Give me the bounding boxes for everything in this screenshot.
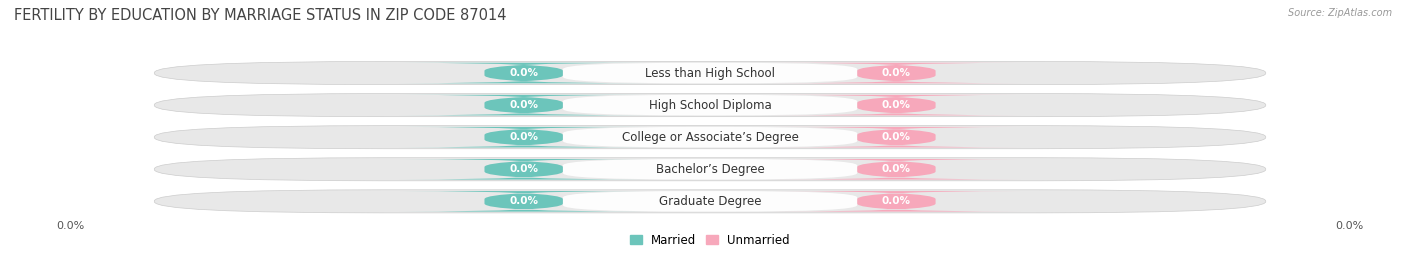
- Text: Bachelor’s Degree: Bachelor’s Degree: [655, 163, 765, 176]
- Text: 0.0%: 0.0%: [509, 132, 538, 142]
- FancyBboxPatch shape: [562, 191, 858, 212]
- Text: FERTILITY BY EDUCATION BY MARRIAGE STATUS IN ZIP CODE 87014: FERTILITY BY EDUCATION BY MARRIAGE STATU…: [14, 8, 506, 23]
- FancyBboxPatch shape: [772, 63, 1021, 83]
- FancyBboxPatch shape: [155, 158, 1265, 181]
- Text: 0.0%: 0.0%: [882, 132, 911, 142]
- FancyBboxPatch shape: [562, 159, 858, 179]
- FancyBboxPatch shape: [562, 127, 858, 147]
- FancyBboxPatch shape: [155, 126, 1265, 149]
- Text: Graduate Degree: Graduate Degree: [659, 195, 761, 208]
- Text: 0.0%: 0.0%: [882, 100, 911, 110]
- Text: Less than High School: Less than High School: [645, 66, 775, 80]
- Text: Source: ZipAtlas.com: Source: ZipAtlas.com: [1288, 8, 1392, 18]
- Text: 0.0%: 0.0%: [509, 68, 538, 78]
- FancyBboxPatch shape: [772, 159, 1021, 179]
- FancyBboxPatch shape: [562, 63, 858, 83]
- FancyBboxPatch shape: [155, 190, 1265, 213]
- FancyBboxPatch shape: [399, 95, 648, 115]
- FancyBboxPatch shape: [772, 191, 1021, 212]
- Text: 0.0%: 0.0%: [882, 164, 911, 174]
- FancyBboxPatch shape: [562, 95, 858, 115]
- Text: 0.0%: 0.0%: [56, 221, 84, 231]
- Text: 0.0%: 0.0%: [882, 196, 911, 206]
- FancyBboxPatch shape: [772, 127, 1021, 147]
- Text: High School Diploma: High School Diploma: [648, 99, 772, 112]
- FancyBboxPatch shape: [772, 95, 1021, 115]
- FancyBboxPatch shape: [155, 62, 1265, 84]
- Text: 0.0%: 0.0%: [509, 164, 538, 174]
- FancyBboxPatch shape: [399, 191, 648, 212]
- Text: 0.0%: 0.0%: [509, 196, 538, 206]
- FancyBboxPatch shape: [399, 63, 648, 83]
- FancyBboxPatch shape: [155, 94, 1265, 117]
- Text: 0.0%: 0.0%: [882, 68, 911, 78]
- Text: College or Associate’s Degree: College or Associate’s Degree: [621, 131, 799, 144]
- Legend: Married, Unmarried: Married, Unmarried: [626, 229, 794, 251]
- FancyBboxPatch shape: [399, 127, 648, 147]
- Text: 0.0%: 0.0%: [1336, 221, 1364, 231]
- Text: 0.0%: 0.0%: [509, 100, 538, 110]
- FancyBboxPatch shape: [399, 159, 648, 179]
